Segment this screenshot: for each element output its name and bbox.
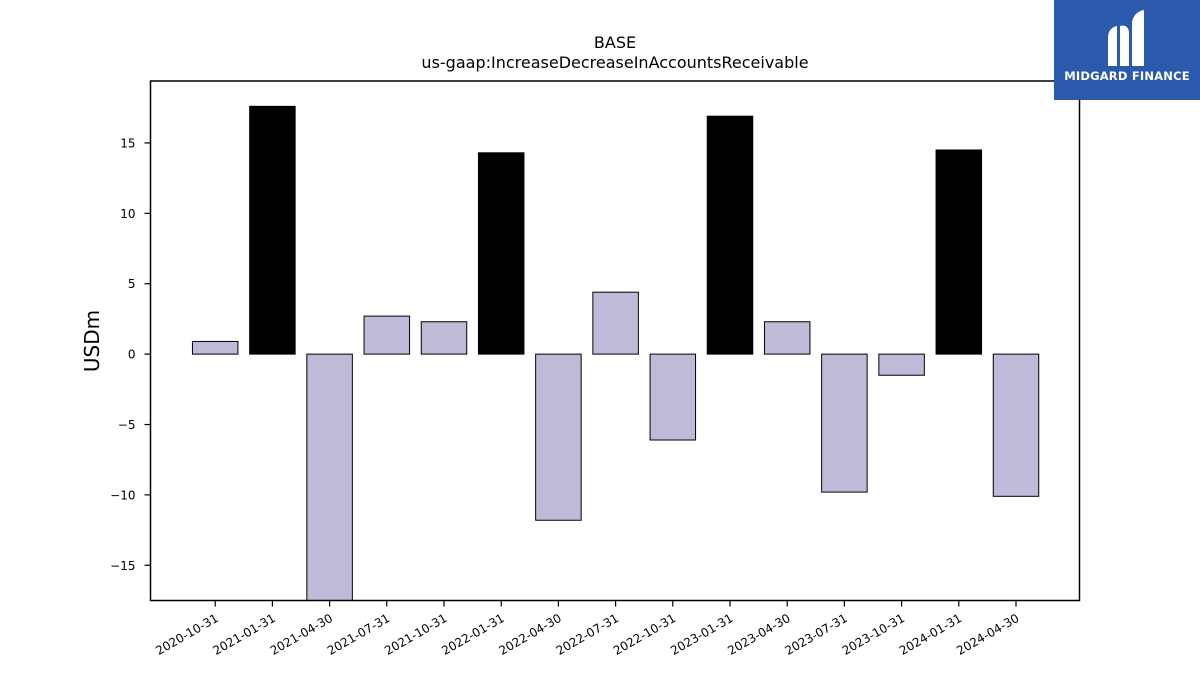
bar-2024-04-30 (992, 353, 1040, 497)
chart-title: BASE (594, 33, 636, 52)
bar-2022-10-31 (649, 353, 697, 441)
bar-2023-10-31 (878, 353, 925, 376)
bars-group (191, 105, 1040, 601)
x-tick-label: 2022-04-30 (496, 611, 563, 658)
y-tick-label: 10 (120, 207, 135, 221)
x-tick-label: 2022-07-31 (554, 611, 621, 658)
bar-2021-07-31 (363, 315, 411, 355)
bar-2024-01-31 (935, 149, 983, 355)
x-tick-label: 2023-07-31 (782, 611, 849, 658)
bar-2022-04-30 (535, 353, 582, 521)
x-tick-label: 2020-10-31 (153, 611, 220, 658)
y-tick-label: 15 (120, 136, 135, 150)
bar-2021-10-31 (420, 321, 468, 355)
bar-2023-04-30 (763, 321, 811, 355)
x-tick-label: 2021-07-31 (325, 611, 392, 658)
y-tick-label: −5 (118, 418, 136, 432)
bar-2021-01-31 (249, 105, 296, 355)
plot-frame (149, 80, 1081, 602)
x-tick-label: 2023-10-31 (840, 611, 907, 658)
midgard-logo-icon (1108, 10, 1144, 67)
x-ticks-group: 2020-10-312021-01-312021-04-302021-07-31… (153, 600, 1022, 658)
bar-2021-04-30 (306, 353, 353, 601)
bar-2023-07-31 (821, 353, 868, 493)
y-tick-label: −15 (110, 559, 135, 573)
y-tick-label: −10 (110, 488, 135, 502)
x-tick-label: 2024-01-31 (897, 611, 964, 658)
x-tick-label: 2021-04-30 (268, 611, 335, 658)
x-tick-label: 2023-04-30 (725, 611, 792, 658)
x-tick-label: 2022-01-31 (439, 611, 506, 658)
bar-2022-07-31 (592, 291, 639, 355)
x-tick-label: 2023-01-31 (668, 611, 735, 658)
logo-text: MIDGARD FINANCE (1064, 69, 1190, 83)
midgard-finance-logo: MIDGARD FINANCE (1054, 0, 1200, 100)
y-tick-label: 5 (128, 277, 136, 291)
bar-2023-01-31 (706, 115, 754, 355)
x-tick-label: 2022-10-31 (611, 611, 678, 658)
bar-2022-01-31 (477, 152, 525, 355)
x-tick-label: 2021-10-31 (382, 611, 449, 658)
chart-subtitle: us-gaap:IncreaseDecreaseInAccountsReceiv… (421, 53, 808, 72)
y-axis-label: USDm (80, 310, 104, 372)
y-tick-label: 0 (128, 348, 136, 362)
bar-2020-10-31 (191, 340, 239, 355)
x-tick-label: 2021-01-31 (210, 611, 277, 658)
y-ticks-group: −15 −10 −5 0 5 10 15 (110, 136, 151, 573)
x-tick-label: 2024-04-30 (954, 611, 1021, 658)
